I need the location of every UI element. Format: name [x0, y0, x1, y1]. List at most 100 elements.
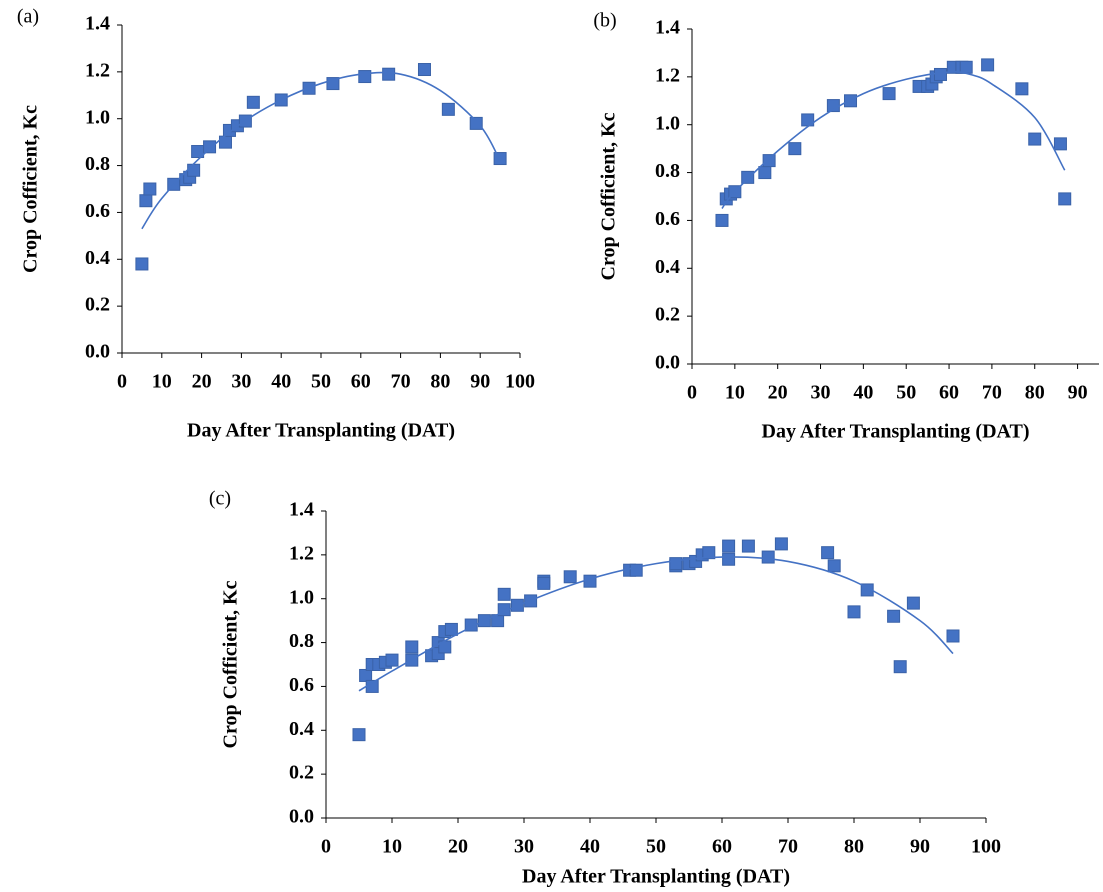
x-tick-label: 0: [687, 382, 697, 404]
x-tick-label: 60: [939, 382, 959, 404]
data-point: [203, 140, 217, 154]
data-point: [702, 546, 716, 560]
data-point: [893, 660, 907, 674]
y-tick-label: 0.2: [85, 294, 110, 316]
data-point: [358, 70, 372, 84]
y-tick-label: 0.8: [289, 630, 314, 652]
y-tick-label: 0.4: [289, 718, 314, 740]
y-tick-label: 0.8: [655, 160, 680, 182]
y-tick-label: 0.8: [85, 153, 110, 175]
panel-label: (a): [17, 6, 39, 28]
data-point: [774, 537, 788, 551]
data-point: [444, 622, 458, 636]
data-point: [762, 154, 776, 168]
data-point: [385, 653, 399, 667]
y-tick-label: 1.0: [655, 112, 680, 134]
x-tick-label: 30: [231, 371, 251, 393]
data-point: [187, 163, 201, 177]
data-point: [405, 640, 419, 654]
data-point: [827, 559, 841, 573]
y-axis-title: Crop Cofficient, Kc: [220, 580, 242, 748]
x-tick-label: 70: [982, 382, 1002, 404]
data-point: [887, 609, 901, 623]
data-point: [359, 668, 373, 682]
data-point: [788, 142, 802, 156]
data-point: [847, 605, 861, 619]
x-tick-label: 40: [580, 836, 600, 858]
x-tick-label: 40: [271, 371, 291, 393]
x-tick-label: 0: [117, 371, 127, 393]
data-point: [722, 539, 736, 553]
data-point: [493, 152, 507, 166]
y-tick-label: 1.4: [289, 499, 314, 521]
data-point: [139, 194, 153, 208]
y-tick-label: 0.4: [655, 256, 680, 278]
y-tick-label: 1.4: [85, 13, 110, 35]
data-point: [1028, 132, 1042, 146]
x-tick-label: 10: [152, 371, 172, 393]
data-point: [882, 87, 896, 101]
y-tick-label: 1.0: [289, 586, 314, 608]
y-tick-label: 0.0: [85, 341, 110, 363]
data-point: [246, 95, 260, 109]
x-tick-label: 20: [192, 371, 212, 393]
data-point: [981, 58, 995, 72]
y-tick-label: 1.2: [85, 59, 110, 81]
y-tick-label: 0.2: [289, 762, 314, 784]
x-tick-label: 100: [505, 371, 535, 393]
x-tick-label: 70: [778, 836, 798, 858]
x-tick-label: 80: [430, 371, 450, 393]
data-point: [417, 63, 431, 77]
data-point: [906, 596, 920, 610]
data-point: [933, 67, 947, 81]
data-point: [1015, 82, 1029, 96]
fit-curve: [358, 556, 954, 692]
data-point: [143, 182, 157, 196]
x-tick-label: 60: [351, 371, 371, 393]
x-tick-label: 20: [768, 382, 788, 404]
data-point: [497, 587, 511, 601]
data-point: [537, 576, 551, 590]
x-tick-label: 10: [725, 382, 745, 404]
data-point: [959, 60, 973, 74]
data-point: [563, 570, 577, 584]
y-tick-label: 1.0: [85, 106, 110, 128]
x-tick-label: 50: [896, 382, 916, 404]
x-tick-label: 50: [311, 371, 331, 393]
x-tick-label: 40: [853, 382, 873, 404]
y-tick-label: 1.4: [655, 17, 680, 39]
x-tick-label: 0: [321, 836, 331, 858]
y-tick-label: 0.0: [655, 352, 680, 374]
x-tick-label: 90: [1068, 382, 1088, 404]
y-tick-label: 1.2: [655, 64, 680, 86]
data-point: [758, 166, 772, 180]
x-tick-label: 50: [646, 836, 666, 858]
y-tick-label: 0.6: [655, 208, 680, 230]
panel-label: (c): [209, 488, 231, 510]
x-tick-label: 70: [391, 371, 411, 393]
data-point: [352, 728, 366, 742]
data-point: [1053, 137, 1067, 151]
fit-curve: [141, 71, 501, 230]
x-tick-label: 60: [712, 836, 732, 858]
fit-curve: [721, 71, 1066, 209]
y-tick-label: 0.4: [85, 247, 110, 269]
x-tick-label: 80: [844, 836, 864, 858]
data-point: [946, 629, 960, 643]
data-point: [741, 170, 755, 184]
panel-label: (b): [593, 10, 616, 32]
x-tick-label: 90: [910, 836, 930, 858]
data-point: [1058, 192, 1072, 206]
x-tick-label: 20: [448, 836, 468, 858]
x-axis-title: Day After Transplanting (DAT): [187, 420, 455, 442]
data-point: [761, 550, 775, 564]
x-tick-label: 10: [382, 836, 402, 858]
x-tick-label: 100: [971, 836, 1001, 858]
data-point: [844, 94, 858, 108]
x-tick-label: 80: [1025, 382, 1045, 404]
data-point: [821, 546, 835, 560]
data-point: [441, 102, 455, 116]
x-axis-title: Day After Transplanting (DAT): [522, 866, 790, 888]
data-point: [135, 257, 149, 271]
